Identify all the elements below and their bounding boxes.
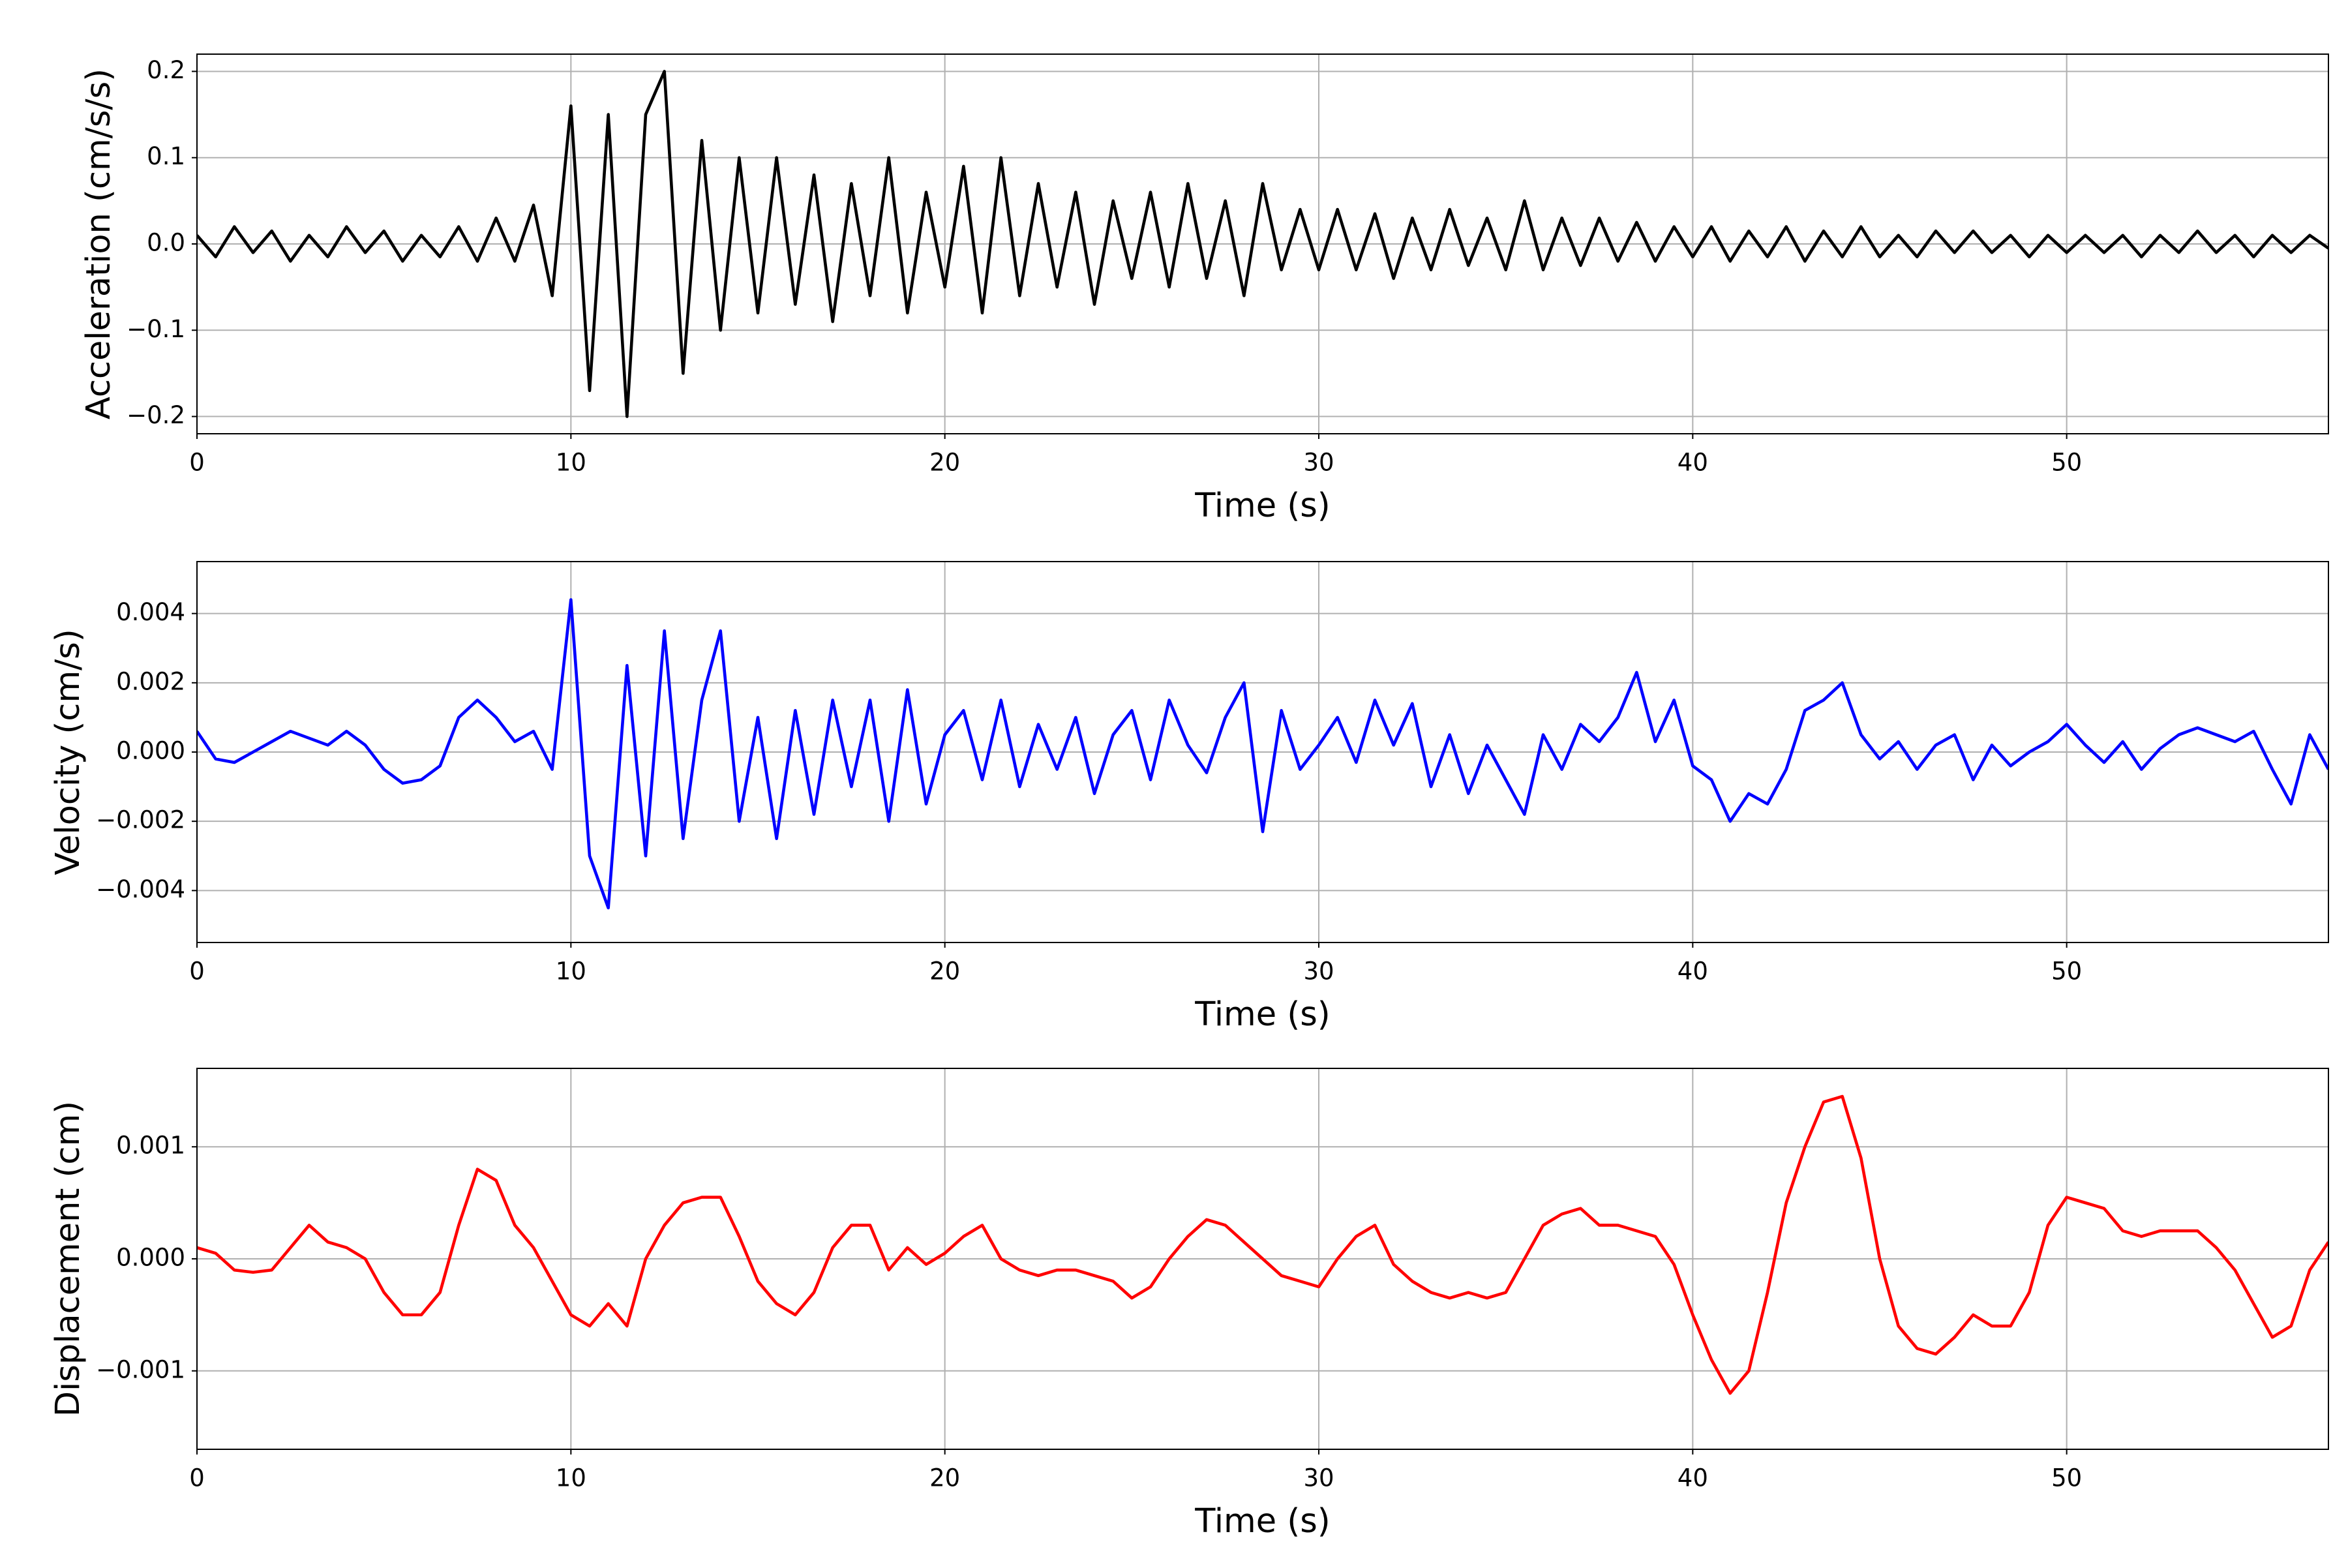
y-axis-label: Velocity (cm/s)	[49, 629, 87, 875]
x-tick-label: 10	[556, 1464, 586, 1492]
x-tick-label: 20	[929, 449, 960, 477]
x-tick-label: 20	[929, 1464, 960, 1492]
x-tick-label: 40	[1678, 449, 1708, 477]
data-line	[197, 1094, 2328, 1395]
axes-frame	[196, 561, 2329, 943]
data-line	[197, 70, 2328, 418]
y-tick-label: 0.000	[116, 737, 185, 765]
y-tick-label: −0.002	[96, 806, 185, 834]
x-axis-label: Time (s)	[1194, 487, 1330, 525]
x-tick-label: 30	[1303, 1464, 1334, 1492]
x-tick-label: 50	[2051, 957, 2082, 986]
x-tick-label: 40	[1678, 1464, 1708, 1492]
data-line	[197, 598, 2328, 910]
x-tick-label: 10	[556, 449, 586, 477]
y-tick-label: −0.1	[127, 315, 185, 343]
x-tick-label: 50	[2051, 1464, 2082, 1492]
y-tick-label: 0.0	[147, 229, 185, 257]
x-tick-label: 30	[1303, 957, 1334, 986]
y-axis-label: Acceleration (cm/s/s)	[80, 68, 118, 419]
y-tick-label: 0.002	[116, 667, 185, 695]
y-tick-label: 0.004	[116, 598, 185, 626]
x-tick-label: 0	[189, 957, 205, 986]
subplot: 0 10 20 30 40 50 −0.004 −0.002 0.000 0.002 0.004 Ti…	[49, 561, 2329, 1034]
x-tick-label: 40	[1678, 957, 1708, 986]
x-tick-label: 50	[2051, 449, 2082, 477]
x-tick-label: 20	[929, 957, 960, 986]
y-tick-label: 0.000	[116, 1244, 185, 1272]
x-tick-label: 0	[189, 1464, 205, 1492]
x-tick-label: 10	[556, 957, 586, 986]
y-tick-label: −0.004	[96, 875, 185, 903]
subplot: 0 10 20 30 40 50 −0.001 0.000 0.001 Time (s) Displ…	[49, 1068, 2329, 1541]
subplot: 0 10 20 30 40 50 −0.2 −0.1 0.0 0.1 0.2 Time (s) Acce…	[80, 53, 2329, 525]
x-tick-label: 30	[1303, 449, 1334, 477]
x-tick-label: 0	[189, 449, 205, 477]
y-tick-label: −0.001	[96, 1355, 185, 1383]
y-tick-label: 0.1	[147, 142, 185, 170]
axes-frame	[196, 1068, 2329, 1450]
y-tick-label: 0.001	[116, 1132, 185, 1160]
y-tick-label: −0.2	[127, 401, 185, 429]
y-tick-label: 0.2	[147, 56, 185, 84]
x-axis-label: Time (s)	[1194, 1502, 1330, 1541]
axes-frame	[196, 53, 2329, 434]
y-axis-label: Displacement (cm)	[49, 1101, 87, 1417]
x-axis-label: Time (s)	[1194, 995, 1330, 1034]
